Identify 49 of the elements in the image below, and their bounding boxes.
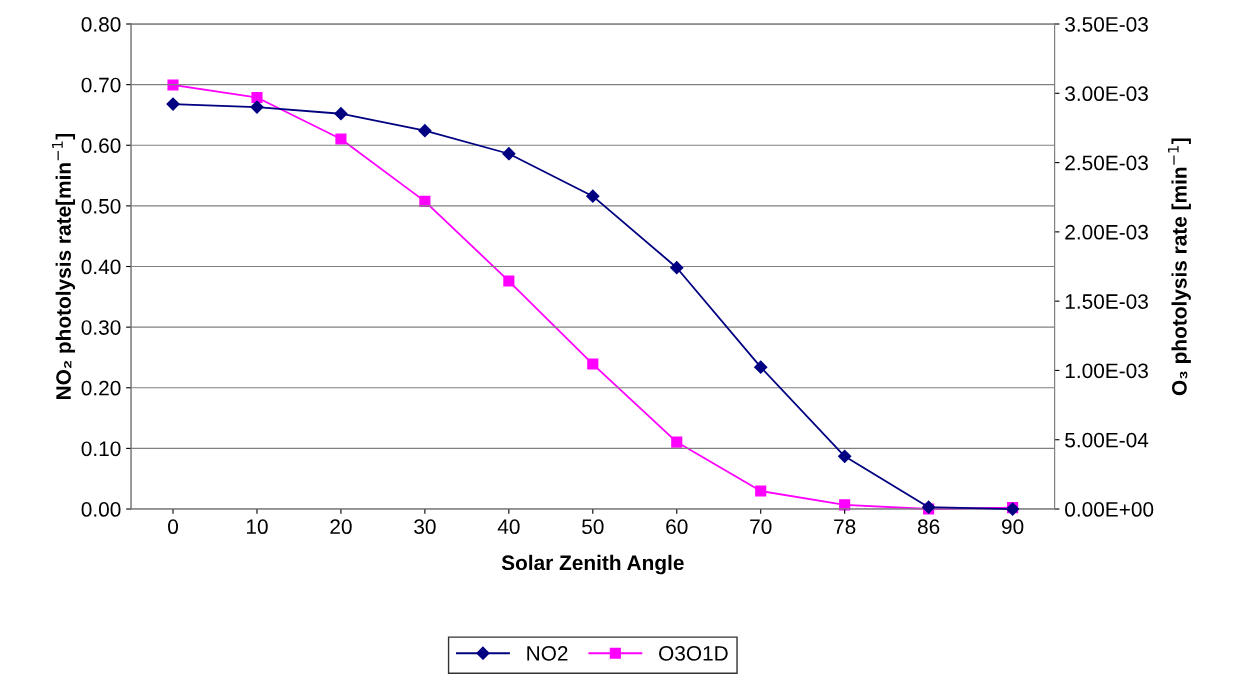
y-tick-label: 0.20	[81, 380, 121, 396]
point	[167, 79, 179, 91]
x-tick-label: 50	[582, 519, 604, 535]
point	[586, 189, 600, 203]
x-tick-label: 60	[666, 519, 688, 535]
y2-tick-label: 3.50E-03	[1065, 17, 1148, 32]
y-tick-label: 0.10	[81, 441, 121, 457]
point	[755, 485, 767, 497]
point	[250, 100, 264, 114]
x-tick-label: 90	[1001, 519, 1024, 535]
point	[503, 275, 515, 287]
y-tick-label: 0.80	[81, 17, 121, 32]
y-tick-label: 0.30	[81, 320, 121, 335]
x-axis-title: Solar Zenith Angle	[501, 554, 684, 575]
y2-tick-label: 0.00E+00	[1065, 502, 1154, 517]
x-tick-label: 10	[246, 519, 268, 535]
point	[754, 360, 768, 374]
point	[418, 124, 432, 138]
point	[502, 147, 516, 161]
y-axis-title: NO₂ photolysis rate[min$^{−1}$]	[52, 133, 76, 399]
x-tick-label: 78	[834, 519, 856, 535]
y-tick-label: 0.50	[81, 198, 121, 214]
x-tick-label: 0	[168, 519, 178, 535]
legend-label: NO2	[527, 645, 568, 661]
point	[838, 449, 852, 463]
x-tick-label: 86	[917, 519, 940, 535]
y2-tick-label: 1.50E-03	[1065, 294, 1148, 309]
y-tick-label: 0.60	[81, 138, 121, 154]
y2-tick-label: 5.00E-04	[1065, 432, 1149, 448]
point	[671, 436, 683, 448]
point	[251, 91, 263, 104]
x-tick-label: 20	[330, 519, 352, 535]
legend-label: O3O1D	[659, 645, 728, 661]
y2-axis-title: O₃ photolysis rate [min$^{−1}$]	[1167, 138, 1191, 396]
point	[670, 261, 684, 275]
x-tick-label: 30	[414, 519, 436, 535]
point	[334, 107, 348, 121]
y2-tick-label: 2.50E-03	[1065, 155, 1148, 171]
y2-tick-label: 1.00E-03	[1065, 363, 1148, 379]
point	[587, 358, 599, 370]
point	[335, 133, 347, 145]
y2-tick-label: 2.00E-03	[1065, 224, 1148, 240]
y2-tick-label: 3.00E-03	[1065, 86, 1148, 102]
y-tick-label: 0.40	[81, 259, 121, 275]
x-tick-label: 70	[750, 519, 772, 535]
point	[166, 97, 180, 111]
y-tick-label: 0.00	[81, 502, 121, 517]
y-tick-label: 0.70	[81, 77, 121, 93]
x-tick-label: 40	[497, 519, 520, 535]
